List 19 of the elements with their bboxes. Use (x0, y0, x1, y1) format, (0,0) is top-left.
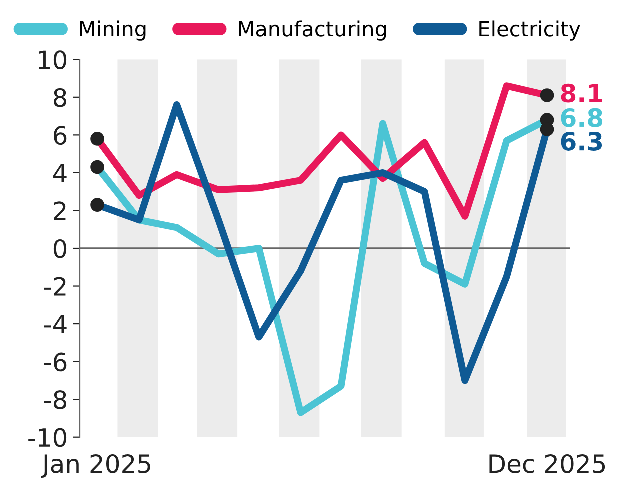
y-tick-label: -8 (44, 390, 66, 410)
y-tick-label: -6 (44, 352, 67, 372)
y-tick-label: -4 (44, 315, 67, 334)
data-label: 6.8 (561, 108, 602, 128)
data-label: 8.1 (561, 84, 602, 103)
y-tick-label: -2 (44, 277, 66, 296)
x-tick-label: Dec 2025 (490, 454, 606, 474)
legend-label: Manufacturing (239, 20, 386, 41)
y-tick-label: 2 (54, 202, 66, 220)
y-tick-label: 0 (54, 239, 67, 258)
legend-label: Mining (80, 20, 146, 41)
y-tick-label: 10 (39, 50, 67, 70)
data-label: 6.3 (561, 132, 602, 151)
legend-label: Electricity (480, 20, 580, 41)
x-tick-label: Jan 2025 (41, 454, 150, 478)
y-tick-label: 8 (54, 88, 66, 108)
y-tick-label: 4 (54, 164, 67, 182)
y-tick-label: 6 (54, 126, 67, 146)
y-tick-label: -10 (28, 428, 67, 448)
